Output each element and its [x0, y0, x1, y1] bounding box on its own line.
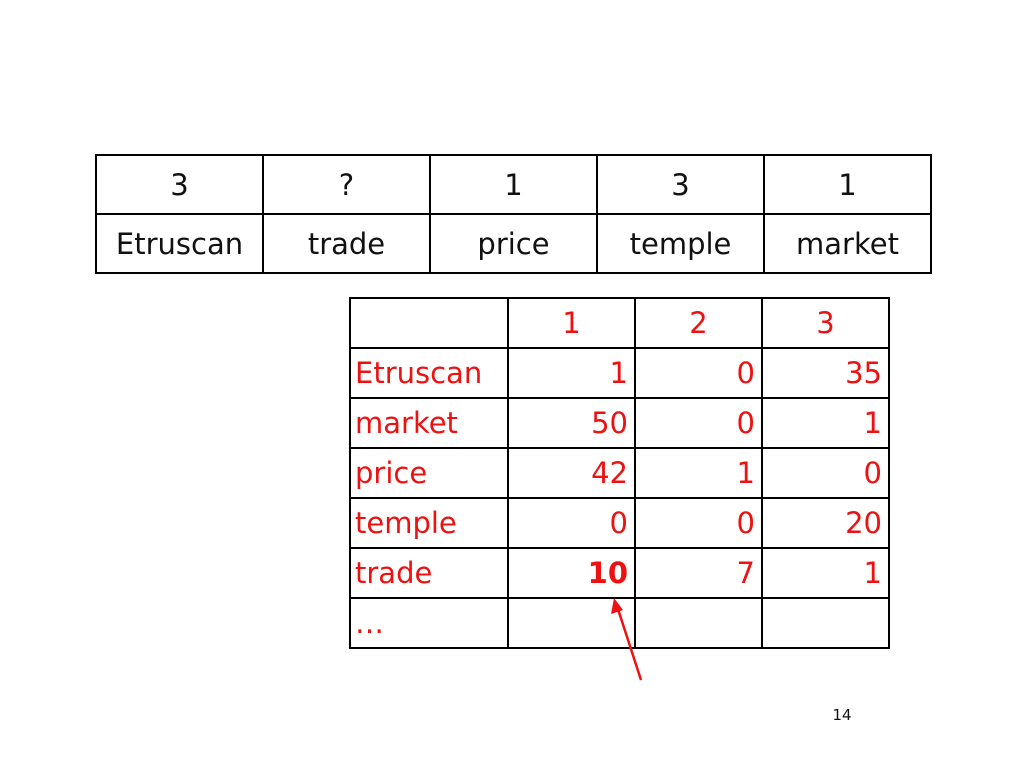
count-cell: 20 [761, 497, 890, 549]
topic-cell: ? [262, 154, 431, 215]
table-row: market 50 0 1 [349, 397, 890, 449]
count-cell: 0 [761, 447, 890, 499]
table-row: price 42 1 0 [349, 447, 890, 499]
word-cell: price [429, 213, 598, 274]
count-cell: 1 [761, 547, 890, 599]
count-cell [761, 597, 890, 649]
word-cell: trade [262, 213, 431, 274]
word-topic-count-table: 1 2 3 Etruscan 1 0 35 market 50 0 1 pric… [349, 297, 890, 649]
topic-cell: 1 [763, 154, 932, 215]
table-row: Etruscan 1 0 35 [349, 347, 890, 399]
table-row: trade 10 7 1 [349, 547, 890, 599]
word-row: Etruscan trade price temple market [95, 213, 932, 274]
highlighted-count-cell: 10 [507, 547, 636, 599]
count-cell: 42 [507, 447, 636, 499]
word-cell: temple [596, 213, 765, 274]
row-word-cell: … [349, 597, 509, 649]
row-word-cell: trade [349, 547, 509, 599]
topic-cell: 1 [429, 154, 598, 215]
row-word-cell: temple [349, 497, 509, 549]
count-cell: 50 [507, 397, 636, 449]
count-cell: 1 [761, 397, 890, 449]
count-cell [507, 597, 636, 649]
row-word-cell: market [349, 397, 509, 449]
count-cell: 0 [507, 497, 636, 549]
count-cell: 0 [634, 347, 763, 399]
topic-header-cell: 2 [634, 297, 763, 349]
count-cell: 0 [634, 397, 763, 449]
count-cell [634, 597, 763, 649]
page-number: 14 [832, 706, 852, 724]
corner-cell [349, 297, 509, 349]
table-row: temple 0 0 20 [349, 497, 890, 549]
topic-assignment-table: 3 ? 1 3 1 Etruscan trade price temple ma… [95, 154, 932, 274]
count-cell: 35 [761, 347, 890, 399]
topic-cell: 3 [95, 154, 264, 215]
row-word-cell: price [349, 447, 509, 499]
topic-cell: 3 [596, 154, 765, 215]
topic-header-cell: 1 [507, 297, 636, 349]
row-word-cell: Etruscan [349, 347, 509, 399]
word-cell: Etruscan [95, 213, 264, 274]
count-cell: 0 [634, 497, 763, 549]
word-cell: market [763, 213, 932, 274]
count-cell: 1 [507, 347, 636, 399]
header-row: 1 2 3 [349, 297, 890, 349]
table-row: … [349, 597, 890, 649]
topic-header-cell: 3 [761, 297, 890, 349]
count-cell: 1 [634, 447, 763, 499]
topic-count-row: 3 ? 1 3 1 [95, 154, 932, 215]
count-cell: 7 [634, 547, 763, 599]
